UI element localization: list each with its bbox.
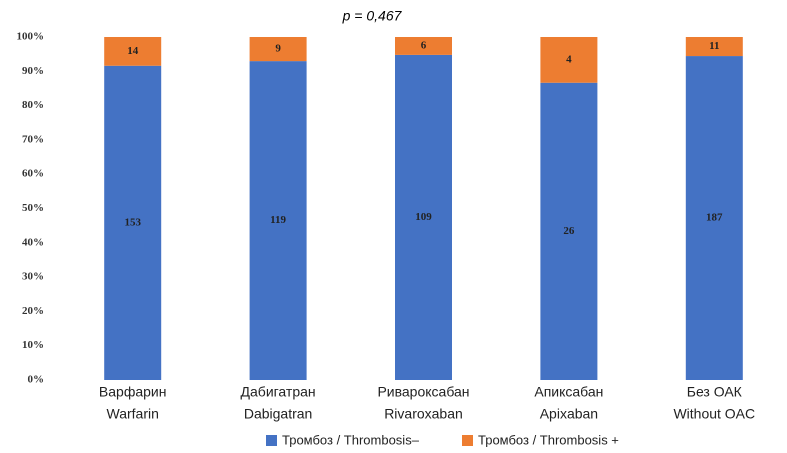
bar-segment (249, 37, 307, 62)
bar-segment (395, 37, 452, 55)
legend-swatch (462, 435, 473, 446)
y-tick-label: 20% (22, 305, 44, 317)
bar-segment (685, 56, 743, 381)
y-tick-label: 70% (22, 133, 44, 145)
data-label: 109 (415, 211, 432, 223)
legend-label: Тромбоз / Thrombosis + (478, 432, 619, 447)
x-tick-label: Rivaroxaban (384, 406, 463, 422)
y-tick-label: 10% (22, 339, 44, 351)
bar-segment (395, 54, 452, 380)
y-tick-label: 80% (22, 99, 44, 111)
x-tick-label: Warfarin (107, 406, 159, 422)
bar-segment (104, 65, 162, 381)
x-tick-label: Apixaban (540, 406, 598, 422)
y-tick-label: 0% (28, 374, 45, 386)
legend-swatch (266, 435, 277, 446)
x-tick-label: Без ОАК (687, 384, 743, 400)
data-label: 26 (563, 225, 575, 237)
bar-segment (104, 37, 162, 66)
y-tick-label: 40% (22, 236, 44, 248)
x-tick-label: Дабигатран (241, 384, 316, 400)
data-label: 187 (706, 212, 723, 224)
data-label: 119 (270, 214, 286, 226)
bar-segment (540, 37, 598, 83)
x-tick-label: Апиксабан (534, 384, 603, 400)
data-label: 9 (275, 43, 281, 55)
x-tick-label: Варфарин (99, 384, 167, 400)
x-tick-label: Dabigatran (244, 406, 313, 422)
y-tick-label: 100% (17, 31, 45, 43)
data-label: 11 (709, 40, 719, 52)
y-tick-label: 50% (22, 202, 44, 214)
data-label: 153 (124, 216, 141, 228)
bar-segment (540, 82, 598, 380)
legend-label: Тромбоз / Thrombosis– (282, 432, 420, 447)
y-tick-label: 30% (22, 271, 44, 283)
y-tick-label: 60% (22, 168, 44, 180)
y-tick-label: 90% (22, 65, 44, 77)
x-tick-label: Ривароксабан (377, 384, 469, 400)
annotation: p = 0,467 (342, 8, 403, 24)
x-tick-label: Without OAC (673, 406, 755, 422)
data-label: 14 (127, 45, 139, 57)
bar-segment (685, 37, 743, 57)
bar-segment (249, 61, 307, 380)
data-label: 4 (566, 53, 572, 65)
data-label: 6 (421, 39, 427, 51)
